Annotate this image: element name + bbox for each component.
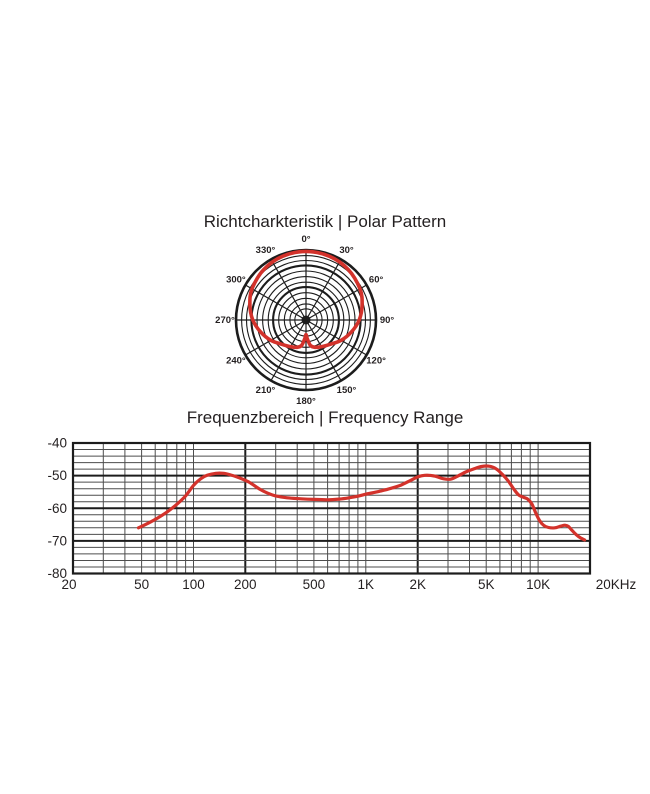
x-tick-label: 100: [182, 577, 205, 592]
polar-pattern-chart: 0° 30° 60° 90° 120° 150° 180° 210° 240° 270° 300° 3…: [215, 234, 394, 407]
x-tick-label: 20: [61, 577, 76, 592]
x-tick-label: 50: [134, 577, 149, 592]
polar-angle-label: 240°: [226, 356, 246, 367]
x-tick-label: 500: [303, 577, 326, 592]
x-tick-label: 200: [234, 577, 257, 592]
polar-angle-label: 60°: [369, 275, 384, 286]
polar-angle-labels: 0° 30° 60° 90° 120° 150° 180° 210° 240° 270° 300° 3…: [215, 234, 394, 407]
freq-grid: [71, 441, 592, 575]
polar-angle-label: 330°: [256, 245, 276, 256]
polar-angle-label: 180°: [296, 396, 316, 407]
frequency-response-curve: [136, 464, 587, 542]
x-tick-label: 5K: [478, 577, 495, 592]
polar-angle-label: 270°: [215, 315, 235, 326]
polar-angle-label: 150°: [337, 385, 357, 396]
x-tick-label: 10K: [526, 577, 550, 592]
y-tick-label: -40: [47, 436, 67, 451]
polar-grid: [234, 248, 378, 392]
y-tick-label: -60: [47, 501, 67, 516]
x-tick-label: 1K: [358, 577, 375, 592]
polar-angle-label: 0°: [301, 234, 310, 245]
polar-angle-label: 120°: [366, 356, 386, 367]
freq-x-axis-labels: 20 50 100 200 500 1K 2K 5K 10K 20KHz: [61, 577, 636, 592]
y-tick-label: -70: [47, 533, 67, 548]
y-tick-label: -80: [47, 566, 67, 581]
x-tick-label: 2K: [409, 577, 426, 592]
freq-y-axis-labels: -40 -50 -60 -70 -80: [47, 436, 67, 582]
freq-plot-border: [71, 441, 592, 575]
polar-pattern-title: Richtcharkteristik | Polar Pattern: [203, 212, 447, 231]
polar-pattern-curve: [248, 249, 364, 350]
y-tick-label: -50: [47, 468, 67, 483]
polar-angle-label: 30°: [339, 245, 354, 256]
polar-angle-label: 210°: [256, 385, 276, 396]
frequency-range-title: Frequenzbereich | Frequency Range: [186, 408, 464, 427]
polar-angle-label: 300°: [226, 275, 246, 286]
polar-angle-label: 90°: [380, 315, 395, 326]
x-tick-label: 20KHz: [596, 577, 637, 592]
polar-center-dot: [301, 315, 311, 325]
